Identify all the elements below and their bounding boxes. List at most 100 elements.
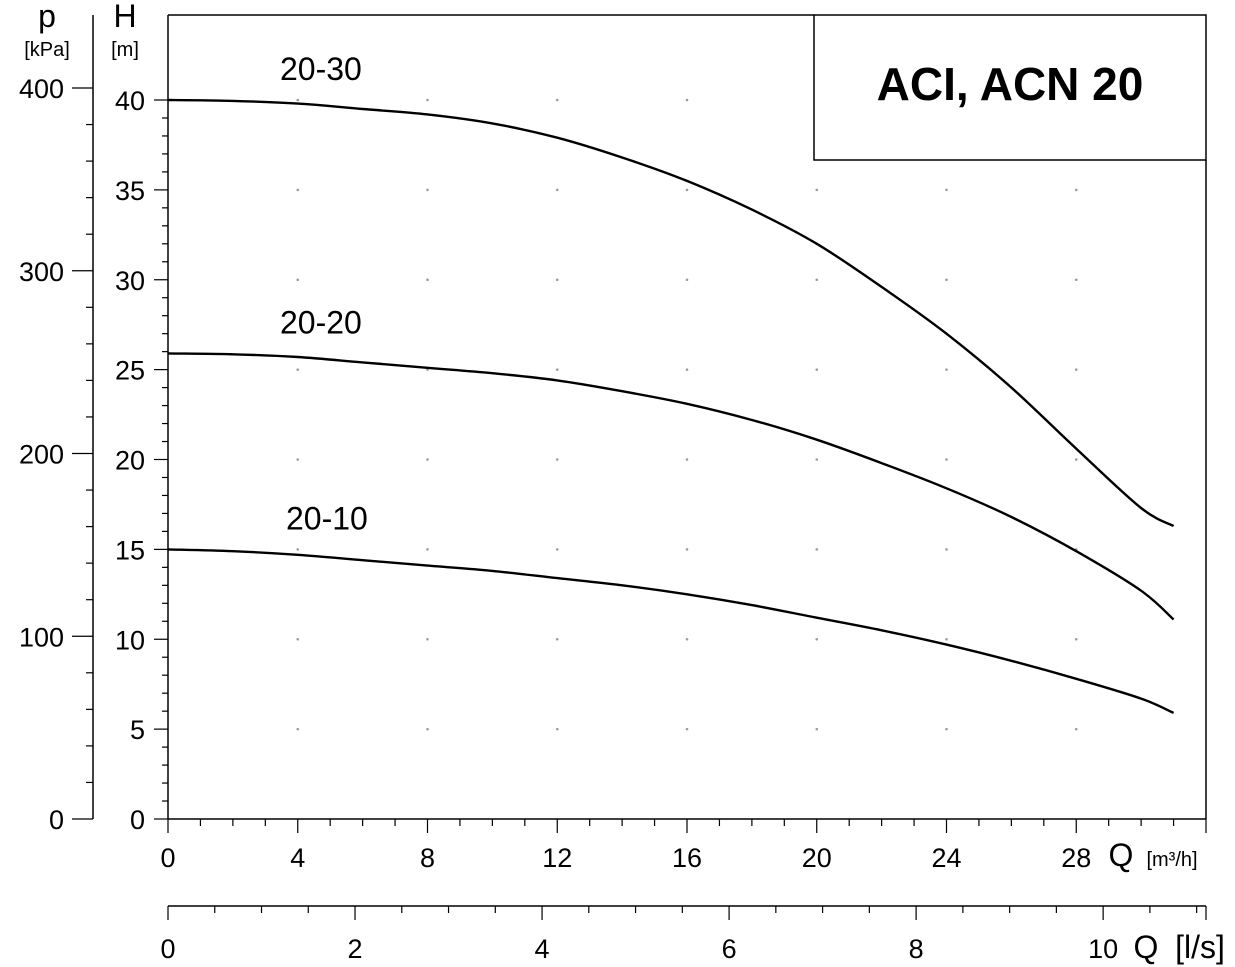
grid-dot: [1074, 368, 1078, 371]
p-axis-unit: [kPa]: [24, 39, 70, 61]
grid-dot: [945, 188, 948, 192]
series-label-20-10: 20-10: [286, 500, 368, 536]
grid-dot: [296, 188, 300, 192]
q-m3h-tick-label: 4: [290, 843, 305, 873]
grid-dot: [685, 278, 689, 282]
grid-dot: [555, 727, 559, 731]
grid-dot: [555, 458, 559, 461]
q-m3h-tick-label: 12: [542, 843, 572, 873]
grid-dot: [296, 548, 300, 551]
h-axis-label: H: [113, 0, 136, 34]
grid-dot: [426, 727, 429, 731]
series-label-20-20: 20-20: [280, 304, 362, 340]
q-m3h-tick-label: 20: [802, 843, 832, 873]
grid-dot: [426, 278, 429, 282]
q-m3h-tick-label: 8: [420, 843, 435, 873]
q-m3h-tick-label: 24: [931, 843, 961, 873]
q-m3h-axis-label: Q: [1109, 837, 1134, 873]
h-tick-label: 15: [115, 535, 145, 565]
grid-dot: [815, 637, 819, 641]
series-line-20-30: [167, 98, 1175, 528]
q-ls-tick-label: 6: [722, 934, 737, 964]
chart-title: ACI, ACN 20: [877, 58, 1144, 110]
q-ls-tick-label: 10: [1088, 934, 1118, 964]
q-m3h-tick-label: 16: [672, 843, 702, 873]
p-tick-label: 400: [19, 74, 64, 104]
h-tick-label: 20: [115, 446, 145, 476]
p-tick-label: 0: [49, 805, 64, 835]
q-ls-tick-label: 4: [535, 934, 550, 964]
h-tick-label: 10: [115, 625, 145, 655]
grid-dots: [296, 98, 1078, 731]
grid-dot: [296, 458, 300, 461]
grid-dot: [815, 278, 819, 282]
grid-dot: [555, 368, 559, 371]
p-tick-label: 100: [19, 622, 64, 652]
grid-dot: [685, 548, 689, 551]
grid-dot: [555, 188, 559, 192]
grid-dot: [296, 727, 300, 731]
grid-dot: [945, 548, 948, 551]
grid-dot: [555, 637, 559, 641]
grid-dot: [296, 98, 300, 102]
q-ls-tick-label: 8: [909, 934, 924, 964]
grid-dot: [426, 98, 429, 102]
h-tick-label: 30: [115, 266, 145, 296]
grid-dot: [945, 637, 948, 641]
grid-dot: [426, 458, 429, 461]
h-tick-label: 35: [115, 176, 145, 206]
grid-dot: [685, 637, 689, 641]
grid-dot: [1074, 637, 1078, 641]
q-ls-tick-label: 0: [160, 934, 175, 964]
axes: [72, 14, 1207, 920]
grid-dot: [426, 548, 429, 551]
h-tick-label: 5: [130, 715, 145, 745]
series-line-20-20: [167, 352, 1175, 621]
q-m3h-axis-unit: [m³/h]: [1146, 849, 1197, 871]
grid-dot: [1074, 278, 1078, 282]
grid-dot: [555, 98, 559, 102]
grid-dot: [815, 458, 819, 461]
grid-dot: [815, 188, 819, 192]
p-tick-label: 300: [19, 257, 64, 287]
grid-dot: [945, 727, 948, 731]
q-ls-axis-unit: [l/s]: [1175, 929, 1225, 965]
grid-dot: [426, 188, 429, 192]
grid-dot: [945, 278, 948, 282]
h-tick-label: 40: [115, 86, 145, 116]
grid-dot: [685, 727, 689, 731]
series-label-20-30: 20-30: [280, 51, 362, 87]
grid-dot: [296, 637, 300, 641]
grid-dot: [1074, 188, 1078, 192]
h-tick-label: 0: [130, 805, 145, 835]
grid-dot: [815, 548, 819, 551]
grid-dot: [1074, 727, 1078, 731]
q-m3h-tick-label: 0: [160, 843, 175, 873]
grid-dot: [555, 278, 559, 282]
grid-dot: [555, 548, 559, 551]
q-ls-axis-label: Q: [1134, 929, 1159, 965]
grid-dot: [296, 368, 300, 371]
grid-dot: [685, 188, 689, 192]
title-box: ACI, ACN 20: [813, 14, 1207, 161]
h-tick-label: 25: [115, 356, 145, 386]
h-axis-unit: [m]: [111, 39, 139, 61]
grid-dot: [685, 368, 689, 371]
grid-dot: [685, 458, 689, 461]
p-axis-label: p: [38, 0, 56, 34]
grid-dot: [426, 637, 429, 641]
grid-dot: [815, 368, 819, 371]
grid-dot: [1074, 458, 1078, 461]
text-layer: p [kPa] H [m] Q [m³/h] Q [l/s] 010020030…: [19, 0, 1225, 965]
p-tick-label: 200: [19, 440, 64, 470]
q-ls-tick-label: 2: [348, 934, 363, 964]
grid-dot: [945, 458, 948, 461]
grid-dot: [815, 727, 819, 731]
q-m3h-tick-label: 28: [1061, 843, 1091, 873]
grid-dot: [685, 98, 689, 102]
grid-dot: [296, 278, 300, 282]
series-line-20-10: [167, 548, 1175, 715]
series-layer: [167, 98, 1175, 715]
